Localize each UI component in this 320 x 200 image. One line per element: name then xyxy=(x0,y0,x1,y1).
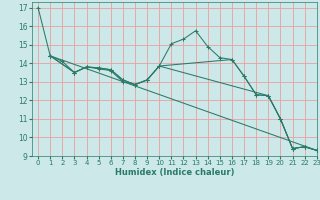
X-axis label: Humidex (Indice chaleur): Humidex (Indice chaleur) xyxy=(115,168,234,177)
